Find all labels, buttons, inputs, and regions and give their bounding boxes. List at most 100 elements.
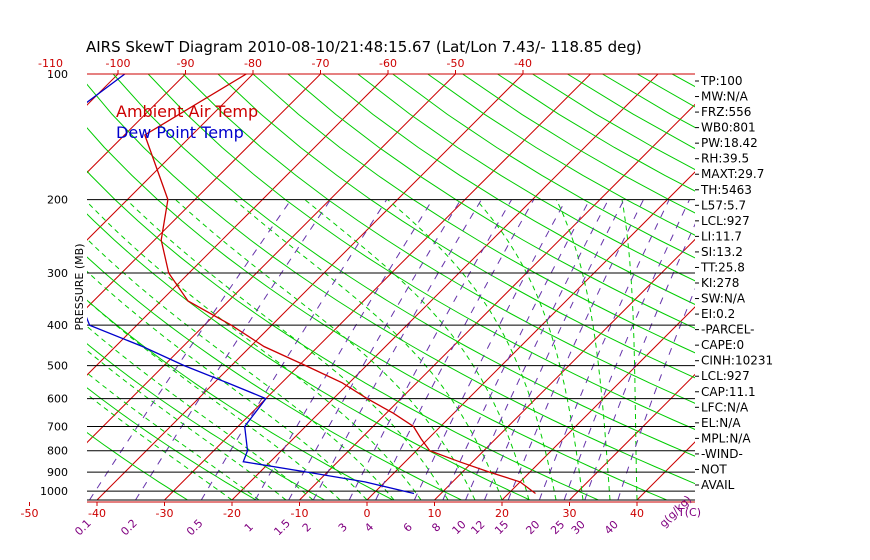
pressure-tick-label: 800 xyxy=(47,445,68,458)
pressure-tick-label: 300 xyxy=(47,267,68,280)
mixing-ratio-tick-label: 15 xyxy=(492,518,511,537)
index-item: WB0:801 xyxy=(701,121,756,135)
index-item: MPL:N/A xyxy=(701,431,751,445)
index-item: NOT xyxy=(701,462,727,476)
pressure-tick-label: 200 xyxy=(47,194,68,207)
moist-adiabat-line xyxy=(87,201,422,500)
bottom-axis-tick-label: 0 xyxy=(364,507,371,520)
mixing-ratio-line xyxy=(507,199,644,500)
index-item: MAXT:29.7 xyxy=(701,167,764,181)
top-axis-tick-label: -60 xyxy=(379,57,397,70)
index-item: TT:25.8 xyxy=(700,260,745,274)
bottom-axis-tick-label: -30 xyxy=(156,507,174,520)
moist-adiabat-line xyxy=(475,199,584,500)
mixing-ratio-tick-label: 30 xyxy=(569,518,588,537)
dry-adiabat-line xyxy=(87,299,394,500)
bottom-axis-tick-label: 10 xyxy=(428,507,442,520)
isotherm-line xyxy=(569,373,695,500)
moist-adiabat-line xyxy=(87,270,368,500)
isotherm-line xyxy=(0,74,51,500)
isotherm-line xyxy=(87,74,254,241)
moist-adiabat-line xyxy=(175,199,476,500)
index-item: MW:N/A xyxy=(701,90,749,104)
index-item: AVAIL xyxy=(701,478,735,492)
isotherm-line xyxy=(87,74,389,376)
bottom-temperature-axis: -50 -40 -30 -20 -10 0 10 20 30 400.1 0.2 0.5 1 1.5 2 3 4… xyxy=(21,501,695,539)
index-item: PW:18.42 xyxy=(701,136,758,150)
mixing-ratio-tick-label: 1 xyxy=(242,520,256,534)
index-item: L57:5.7 xyxy=(701,198,746,212)
dew-point-line xyxy=(87,74,415,495)
ambient-temp-line xyxy=(144,74,536,495)
mixing-ratio-line xyxy=(375,199,535,500)
mixing-ratio-tick-label: 8 xyxy=(429,520,443,534)
pressure-tick-label: 700 xyxy=(47,421,68,434)
index-item: KI:278 xyxy=(701,276,739,290)
isotherm-line xyxy=(96,74,524,500)
top-axis-tick-label: -110 xyxy=(38,57,63,70)
mixing-ratio-tick-label: 25 xyxy=(548,518,567,537)
dry-adiabat-line xyxy=(742,74,870,500)
bottom-axis-tick-label: -40 xyxy=(88,507,106,520)
isotherm-line xyxy=(366,171,695,500)
dry-adiabat-line xyxy=(87,387,257,500)
isotherm-line xyxy=(772,74,870,500)
index-item: TP:100 xyxy=(700,74,743,88)
mixing-ratio-line xyxy=(617,287,695,500)
chart-title: AIRS SkewT Diagram 2010-08-10/21:48:15.6… xyxy=(86,38,642,56)
moist-adiabat-line xyxy=(87,299,341,500)
dry-adiabat-line xyxy=(147,74,695,430)
mixing-ratio-line xyxy=(89,199,292,500)
mixing-ratio-tick-label: 12 xyxy=(468,518,487,537)
top-axis-tick-label: -90 xyxy=(177,57,195,70)
index-item: FRZ:556 xyxy=(701,105,751,119)
isotherm-line xyxy=(87,74,186,174)
legend-ambient-air-temp: Ambient Air Temp xyxy=(116,102,258,121)
legend-dew-point-temp: Dew Point Temp xyxy=(116,123,244,142)
dry-adiabat-line xyxy=(87,431,188,500)
pressure-tick-label: 900 xyxy=(47,466,68,479)
dry-adiabat-line xyxy=(87,256,462,500)
moist-adiabat-line xyxy=(87,372,260,500)
mixing-ratio-line xyxy=(312,199,482,500)
pressure-tick-label: 600 xyxy=(47,393,68,406)
dry-adiabat-line xyxy=(182,74,695,404)
mixing-ratio-line xyxy=(442,199,591,500)
index-item: SW:N/A xyxy=(701,292,746,306)
mixing-ratio-tick-label: 2 xyxy=(300,520,314,534)
pressure-tick-label: 100 xyxy=(47,68,68,81)
index-item: -PARCEL- xyxy=(701,323,755,337)
mixing-ratio-line xyxy=(135,199,332,500)
isotherm-line xyxy=(501,306,695,500)
top-axis-tick-label: -70 xyxy=(312,57,330,70)
isotherm-line xyxy=(87,74,456,444)
dry-adiabat-line xyxy=(87,83,695,485)
isotherm-line xyxy=(231,74,659,500)
moist-adiabat-line xyxy=(621,199,638,500)
isotherm-line xyxy=(87,74,321,309)
mixing-ratio-tick-label: 0.2 xyxy=(118,517,140,539)
dry-adiabat-line xyxy=(322,74,695,305)
index-item: EL:N/A xyxy=(701,416,741,430)
top-axis-tick-label: -40 xyxy=(514,57,532,70)
bottom-axis-tick-label: 40 xyxy=(630,507,644,520)
top-axis-tick-label: -80 xyxy=(244,57,262,70)
index-item: RH:39.5 xyxy=(701,152,749,166)
moist-adiabat-line xyxy=(87,393,233,500)
index-item: CINH:10231 xyxy=(701,354,773,368)
moist-adiabat-line xyxy=(126,199,449,500)
isotherm-line xyxy=(164,74,591,500)
pressure-tick-label: 1000 xyxy=(40,485,68,498)
mixing-ratio-tick-label: 40 xyxy=(602,518,621,537)
mixing-ratio-line xyxy=(584,223,695,500)
dry-adiabat-line xyxy=(497,74,695,192)
mixing-ratio-line xyxy=(288,199,462,500)
dry-adiabat-line xyxy=(87,170,599,500)
mixing-ratio-line xyxy=(413,199,567,500)
mixing-ratio-line xyxy=(465,199,609,500)
mixing-ratio-line xyxy=(200,199,388,500)
top-axis-tick-label: -50 xyxy=(447,57,465,70)
moist-adiabat-line xyxy=(555,199,611,500)
